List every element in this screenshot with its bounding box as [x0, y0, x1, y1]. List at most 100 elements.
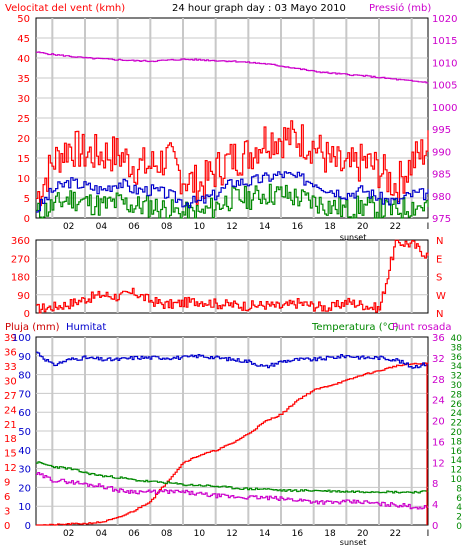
wind-y-tick-label: 20 — [17, 134, 30, 145]
pressure-y-tick-label: 980 — [432, 192, 451, 203]
sunset-label: sunset — [340, 538, 367, 547]
x-tick-label: 02 — [63, 222, 74, 232]
rain-line — [36, 362, 429, 526]
x-tick-label: 12 — [226, 529, 237, 539]
x-tick-label: 18 — [324, 529, 336, 539]
rain-y-tick-label: 3 — [4, 507, 10, 518]
pressure-y-tick-label: 1010 — [432, 58, 457, 69]
rain-axis-label: Pluja (mm) — [5, 322, 60, 333]
temperature-y-tick-label: 14 — [451, 456, 463, 466]
x-tick-label: 10 — [194, 529, 206, 539]
wind-pressure-panel: 02 04 06 08 10 12 14 16 18 20 22 I05101520253035404… — [17, 14, 457, 242]
rain-y-tick-label: 12 — [4, 463, 17, 474]
dewpoint-line — [36, 472, 429, 510]
humidity-y-tick-label: 0 — [25, 521, 31, 532]
temperature-y-tick-label: 4 — [456, 503, 462, 513]
wind-y-tick-label: 25 — [17, 114, 30, 125]
temperature-y-tick-label: 0 — [456, 522, 462, 532]
rain-y-tick-label: 27 — [4, 391, 17, 402]
x-tick-label: 10 — [194, 222, 206, 232]
compass-label: E — [436, 254, 442, 265]
rain-y-tick-label: 0 — [4, 521, 10, 532]
humidity-label: Humitat — [66, 322, 106, 333]
x-tick-label: 08 — [161, 222, 173, 232]
pressure-y-tick-label: 1015 — [432, 36, 457, 47]
x-tick-label: 04 — [96, 529, 108, 539]
pressure-y-tick-label: 985 — [432, 170, 451, 181]
rain-y-tick-label: 33 — [4, 362, 17, 373]
pressure-y-tick-label: 995 — [432, 125, 451, 136]
dewpoint-y-tick-label: 24 — [432, 396, 445, 407]
humidity-temp-panel: 02 04 06 08 10 12 14 16 18 20 22 I03691215182124273… — [4, 333, 462, 547]
pressure-y-tick-label: 1020 — [432, 14, 457, 25]
temperature-y-tick-label: 10 — [451, 475, 463, 485]
wind-y-tick-label: 30 — [17, 94, 30, 105]
humidity-line — [36, 351, 429, 369]
temperature-y-tick-label: 30 — [451, 381, 463, 391]
temperature-y-tick-label: 6 — [456, 494, 462, 504]
humidity-y-tick-label: 80 — [18, 371, 31, 382]
compass-label: N — [436, 309, 443, 320]
pressure-y-tick-label: 1005 — [432, 81, 457, 92]
x-tick-label: I — [427, 529, 430, 539]
dewpoint-y-tick-label: 4 — [432, 500, 438, 511]
temperature-y-tick-label: 38 — [451, 343, 463, 353]
x-tick-label: I — [427, 222, 430, 232]
temperature-y-tick-label: 34 — [451, 362, 463, 372]
humidity-y-tick-label: 40 — [18, 446, 31, 457]
direction-y-tick-label: 360 — [11, 236, 30, 247]
wind-axis-label: Velocitat del vent (kmh) — [5, 3, 125, 14]
dewpoint-y-tick-label: 0 — [432, 521, 438, 532]
temperature-y-tick-label: 40 — [451, 334, 463, 344]
dewpoint-y-tick-label: 8 — [432, 479, 438, 490]
dewpoint-y-tick-label: 36 — [432, 333, 445, 344]
pressure-y-tick-label: 1000 — [432, 103, 457, 114]
dewpoint-y-tick-label: 32 — [432, 354, 445, 365]
x-tick-label: 20 — [357, 222, 369, 232]
pressure-axis-label: Pressió (mb) — [369, 2, 431, 14]
direction-y-tick-label: 0 — [24, 309, 30, 320]
dewpoint-y-tick-label: 20 — [432, 417, 445, 428]
temperature-y-tick-label: 24 — [451, 409, 463, 419]
wind-y-tick-label: 40 — [17, 54, 30, 65]
rain-y-tick-label: 39 — [4, 333, 17, 344]
direction-y-tick-label: 180 — [11, 273, 30, 284]
humidity-y-tick-label: 50 — [18, 427, 31, 438]
x-tick-label: 02 — [63, 529, 74, 539]
humidity-y-tick-label: 30 — [18, 465, 31, 476]
x-tick-label: 16 — [292, 529, 304, 539]
x-tick-label: 16 — [292, 222, 304, 232]
x-tick-label: 22 — [390, 222, 401, 232]
graph-title: 24 hour graph day : 03 Mayo 2010 — [172, 3, 346, 14]
x-tick-label: 04 — [96, 222, 108, 232]
temperature-line — [36, 461, 429, 494]
wind-y-tick-label: 0 — [24, 214, 30, 225]
wind-gust-line — [36, 120, 429, 207]
rain-y-tick-label: 6 — [4, 492, 10, 503]
compass-label: W — [436, 291, 446, 302]
rain-y-tick-label: 15 — [4, 449, 17, 460]
temperature-y-tick-label: 36 — [451, 353, 463, 363]
x-tick-label: 06 — [128, 222, 140, 232]
rain-y-tick-label: 21 — [4, 420, 17, 431]
temperature-y-tick-label: 8 — [456, 484, 462, 494]
pressure-y-tick-label: 975 — [432, 214, 451, 225]
pressure-y-tick-label: 990 — [432, 147, 451, 158]
x-tick-label: 18 — [324, 222, 336, 232]
temperature-y-tick-label: 12 — [451, 466, 462, 476]
sunset-label: sunset — [340, 233, 367, 242]
x-tick-label: 22 — [390, 529, 401, 539]
temperature-y-tick-label: 2 — [456, 513, 462, 523]
dewpoint-y-tick-label: 28 — [432, 375, 445, 386]
compass-label: S — [436, 273, 442, 284]
rain-y-tick-label: 9 — [4, 478, 10, 489]
x-tick-label: 14 — [259, 222, 271, 232]
wind-y-tick-label: 15 — [17, 154, 30, 165]
x-tick-label: 14 — [259, 529, 271, 539]
humidity-y-tick-label: 60 — [18, 408, 31, 419]
x-tick-label: 20 — [357, 529, 369, 539]
temperature-y-tick-label: 28 — [451, 390, 463, 400]
rain-y-tick-label: 36 — [4, 347, 17, 358]
humidity-y-tick-label: 20 — [18, 483, 31, 494]
